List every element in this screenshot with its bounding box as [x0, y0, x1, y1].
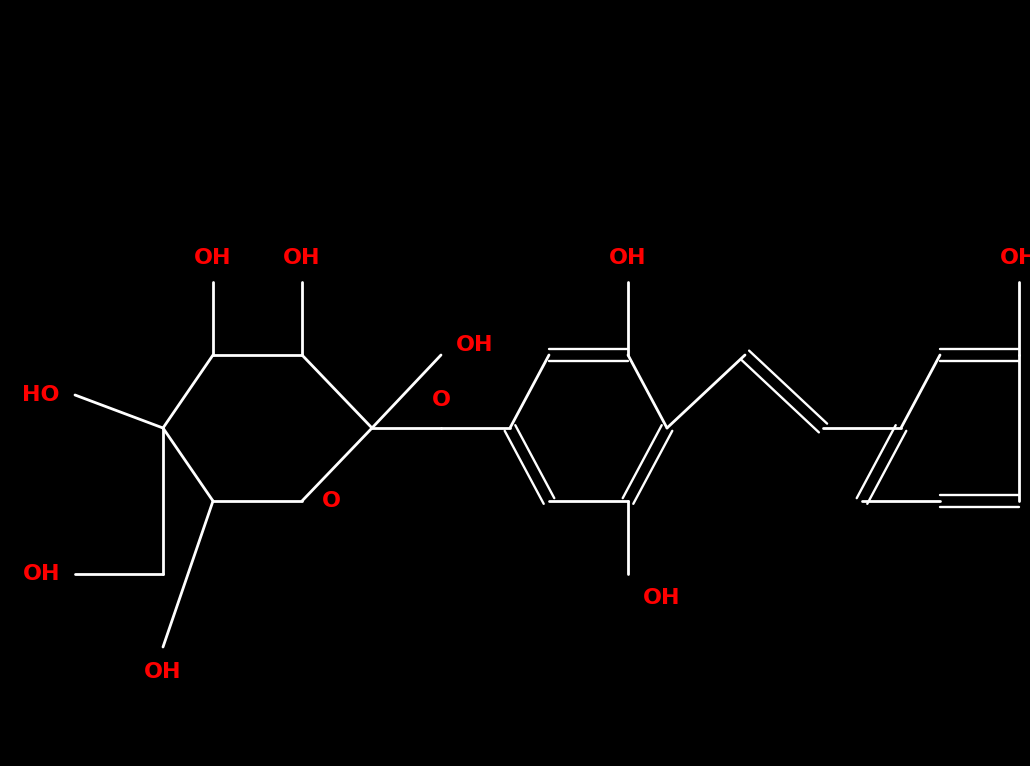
Text: OH: OH	[144, 662, 181, 682]
Text: OH: OH	[456, 335, 493, 355]
Text: OH: OH	[23, 564, 60, 584]
Text: O: O	[322, 491, 341, 511]
Text: OH: OH	[610, 248, 647, 268]
Text: OH: OH	[643, 588, 681, 608]
Text: HO: HO	[23, 385, 60, 405]
Text: OH: OH	[1000, 248, 1030, 268]
Text: OH: OH	[195, 248, 232, 268]
Text: OH: OH	[283, 248, 320, 268]
Text: O: O	[432, 390, 450, 410]
